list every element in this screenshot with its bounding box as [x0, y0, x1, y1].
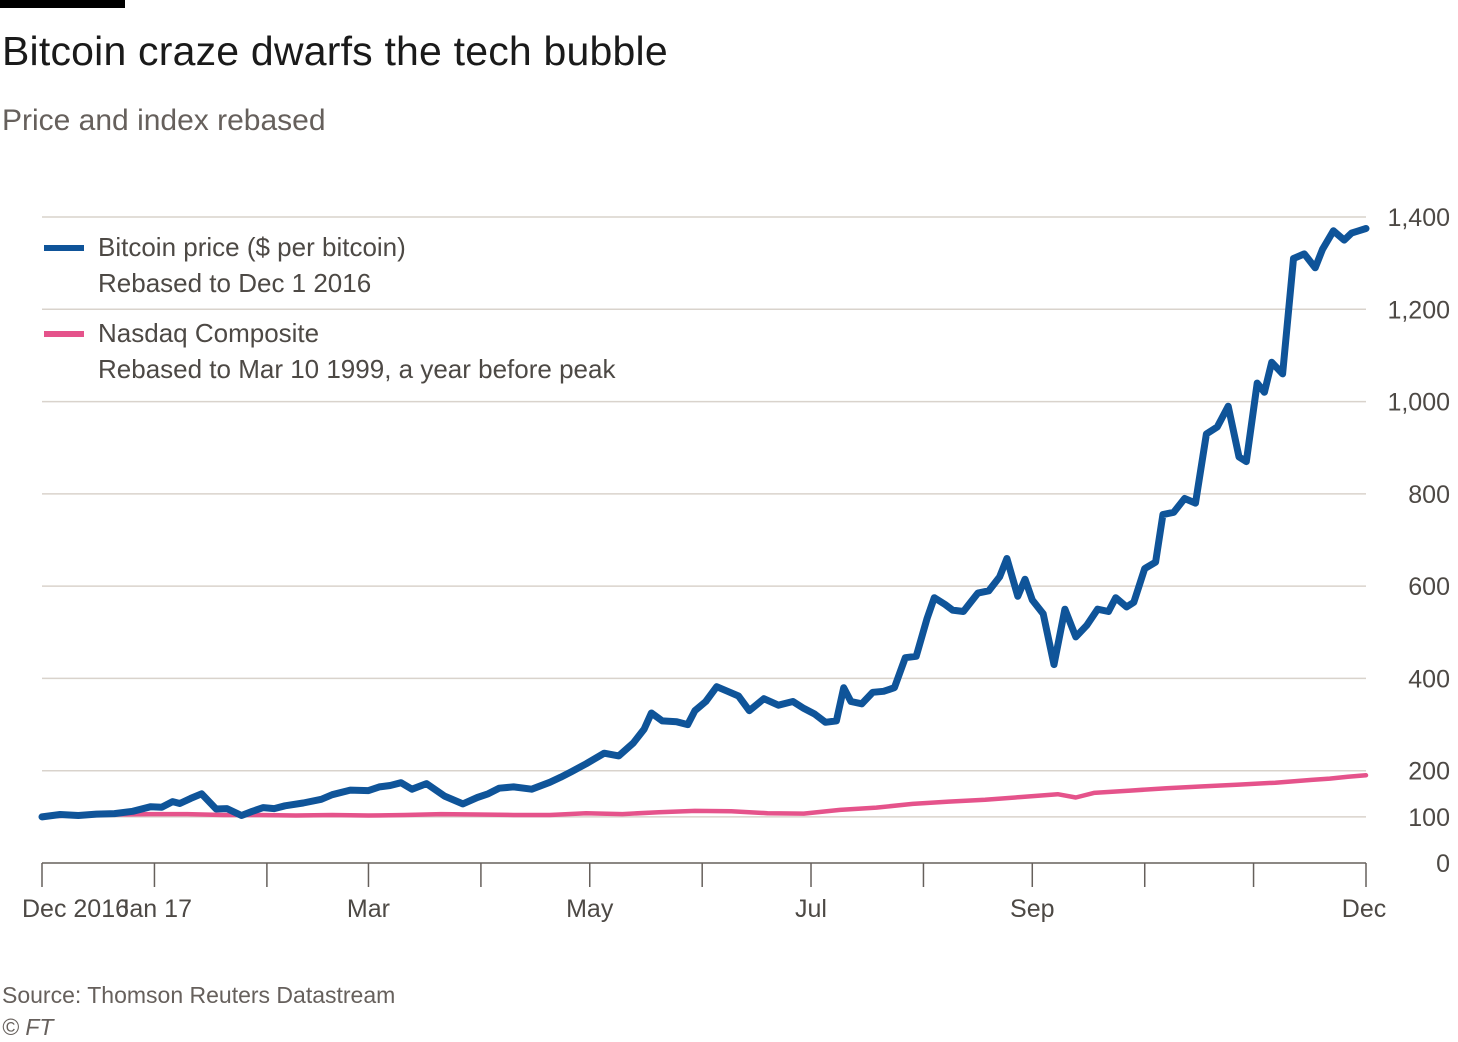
y-tick-label: 800: [1408, 481, 1450, 509]
legend-background: [38, 312, 672, 394]
legend-note-bitcoin: Rebased to Dec 1 2016: [98, 268, 371, 298]
legend: Bitcoin price ($ per bitcoin) Rebased to …: [38, 226, 672, 394]
chart-subtitle: Price and index rebased: [2, 104, 326, 137]
x-tick-label: May: [566, 895, 614, 923]
series-line-nasdaq: [39, 773, 1369, 820]
legend-label-nasdaq: Nasdaq Composite: [98, 318, 319, 348]
chart-title: Bitcoin craze dwarfs the tech bubble: [2, 28, 668, 74]
x-tick-label: Sep: [1010, 895, 1054, 923]
x-tick-label: Mar: [347, 895, 390, 923]
top-rule: [0, 0, 125, 8]
y-tick-label: 1,000: [1387, 389, 1450, 417]
y-axis-labels: 0 100 200 400 600 800 1,000 1,200 1,400: [1387, 204, 1450, 878]
y-tick-label: 100: [1408, 804, 1450, 832]
series-line-bitcoin: [38, 225, 1370, 821]
legend-note-nasdaq: Rebased to Mar 10 1999, a year before pe…: [98, 354, 616, 384]
y-tick-label: 1,200: [1387, 296, 1450, 324]
x-tick-label: Jan 17: [117, 895, 192, 923]
x-tick-label: Jul: [795, 895, 827, 923]
gridlines: [42, 216, 1366, 818]
x-tick-label: Dec: [1342, 895, 1386, 923]
y-tick-label: 200: [1408, 758, 1450, 786]
source-note: Source: Thomson Reuters Datastream: [2, 982, 396, 1008]
y-tick-label: 0: [1436, 850, 1450, 878]
legend-background: [38, 226, 456, 308]
x-tick-label: Dec 2016: [22, 895, 129, 923]
legend-label-bitcoin: Bitcoin price ($ per bitcoin): [98, 232, 406, 262]
series-lines: [38, 225, 1370, 821]
y-tick-label: 400: [1408, 665, 1450, 693]
y-tick-label: 1,400: [1387, 204, 1450, 232]
y-tick-label: 600: [1408, 573, 1450, 601]
copyright: © FT: [2, 1014, 54, 1040]
